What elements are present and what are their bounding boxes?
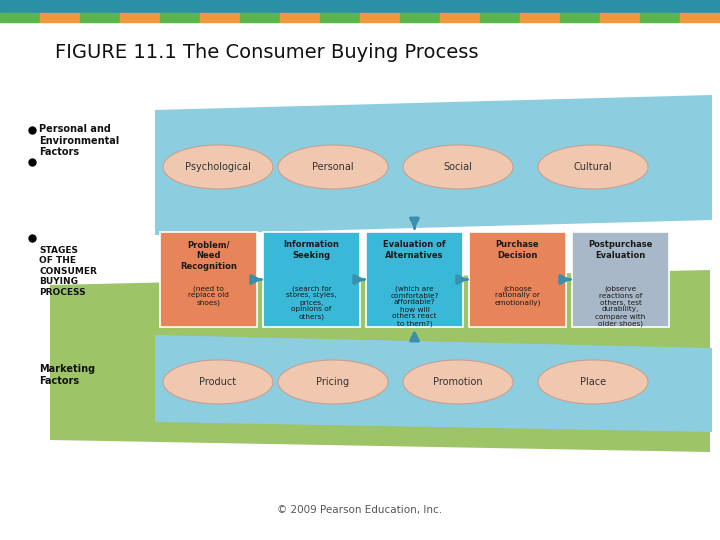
- Bar: [240, 13, 280, 22]
- Text: (search for
stores, styles,
prices,
opinions of
others): (search for stores, styles, prices, opin…: [287, 285, 337, 320]
- Polygon shape: [155, 335, 712, 432]
- FancyBboxPatch shape: [469, 232, 566, 327]
- Ellipse shape: [163, 360, 273, 404]
- Polygon shape: [155, 95, 712, 235]
- Bar: [440, 13, 480, 22]
- Text: (choose
rationally or
emotionally): (choose rationally or emotionally): [494, 285, 541, 306]
- Text: Information
Seeking: Information Seeking: [284, 240, 339, 260]
- Text: Marketing
Factors: Marketing Factors: [39, 364, 95, 386]
- Ellipse shape: [403, 360, 513, 404]
- Ellipse shape: [403, 145, 513, 189]
- Bar: [400, 13, 440, 22]
- Text: STAGES
OF THE
CONSUMER
BUYING
PROCESS: STAGES OF THE CONSUMER BUYING PROCESS: [39, 246, 97, 296]
- Ellipse shape: [538, 145, 648, 189]
- Bar: [680, 13, 720, 22]
- Text: Cultural: Cultural: [574, 162, 612, 172]
- Text: (which are
comfortable?
affordable?
how will
others react
to them?): (which are comfortable? affordable? how …: [390, 285, 438, 327]
- Text: Postpurchase
Evaluation: Postpurchase Evaluation: [588, 240, 653, 260]
- FancyBboxPatch shape: [366, 232, 463, 327]
- Bar: [320, 13, 360, 22]
- Bar: [600, 13, 640, 22]
- Ellipse shape: [278, 145, 388, 189]
- Text: Evaluation of
Alternatives: Evaluation of Alternatives: [383, 240, 446, 260]
- Bar: [80, 13, 120, 22]
- Bar: [640, 13, 680, 22]
- Text: Purchase
Decision: Purchase Decision: [495, 240, 539, 260]
- Bar: [0, 13, 40, 22]
- Ellipse shape: [163, 145, 273, 189]
- Bar: [0, 0, 720, 13]
- Polygon shape: [50, 270, 710, 452]
- Bar: [560, 13, 600, 22]
- Bar: [200, 13, 240, 22]
- Ellipse shape: [278, 360, 388, 404]
- Text: Place: Place: [580, 377, 606, 387]
- Text: Product: Product: [199, 377, 237, 387]
- Text: Pricing: Pricing: [316, 377, 350, 387]
- Text: Promotion: Promotion: [433, 377, 483, 387]
- Text: Personal and
Environmental
Factors: Personal and Environmental Factors: [39, 124, 120, 157]
- Text: Problem/
Need
Recognition: Problem/ Need Recognition: [180, 240, 237, 271]
- Bar: [280, 13, 320, 22]
- Bar: [480, 13, 520, 22]
- Bar: [360, 13, 400, 22]
- FancyBboxPatch shape: [572, 232, 669, 327]
- Text: (observe
reactions of
others, test
durability,
compare with
older shoes): (observe reactions of others, test durab…: [595, 285, 646, 327]
- Text: FIGURE 11.1 The Consumer Buying Process: FIGURE 11.1 The Consumer Buying Process: [55, 43, 479, 62]
- Text: Social: Social: [444, 162, 472, 172]
- Ellipse shape: [538, 360, 648, 404]
- FancyBboxPatch shape: [160, 232, 257, 327]
- Text: Psychological: Psychological: [185, 162, 251, 172]
- Bar: [520, 13, 560, 22]
- Bar: [120, 13, 160, 22]
- FancyBboxPatch shape: [263, 232, 360, 327]
- Text: © 2009 Pearson Education, Inc.: © 2009 Pearson Education, Inc.: [277, 505, 443, 515]
- Bar: [160, 13, 200, 22]
- Text: (need to
replace old
shoes): (need to replace old shoes): [188, 285, 229, 306]
- Text: Personal: Personal: [312, 162, 354, 172]
- Bar: [40, 13, 80, 22]
